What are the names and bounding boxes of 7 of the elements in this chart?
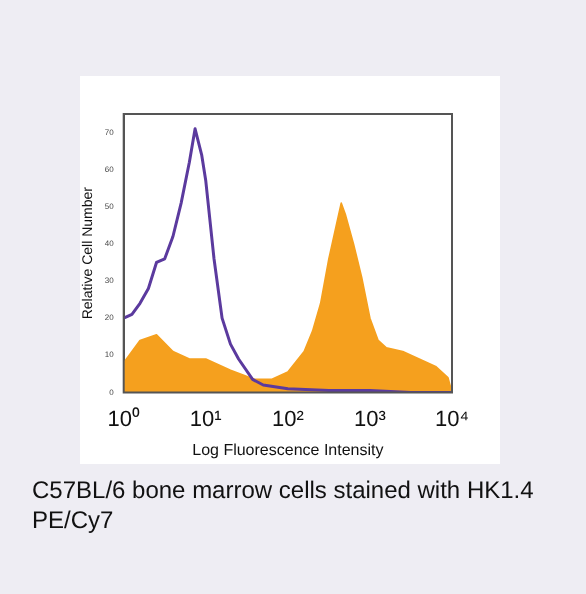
x-axis-title: Log Fluorescence Intensity xyxy=(192,440,384,459)
x-tick-label: 10³ xyxy=(354,407,387,432)
x-tick-label: 10² xyxy=(271,407,305,432)
x-tick-label: 10⁴ xyxy=(435,407,470,432)
x-tick-label: 10⁰ xyxy=(107,405,140,432)
text: C57BL/6 bone marrow cells stained with HK1.4 PE/Cy7 xyxy=(32,476,536,536)
x-tick-label: 10¹ xyxy=(189,407,223,432)
